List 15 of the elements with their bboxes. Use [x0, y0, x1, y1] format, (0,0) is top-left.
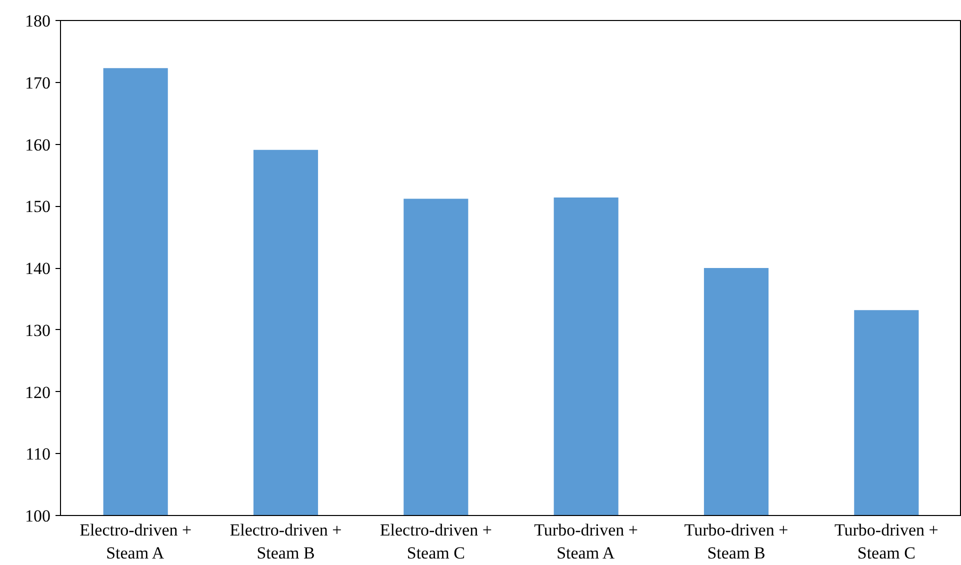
x-tick-label: Electro-driven + Steam B: [230, 520, 342, 562]
y-tick-label: 150: [25, 197, 50, 216]
y-tick-label: 160: [25, 135, 50, 154]
y-tick-label: 100: [25, 506, 50, 526]
x-tick-label: Electro-driven + Steam C: [380, 520, 492, 562]
y-tick-label: 110: [26, 444, 51, 464]
y-tick-label: 130: [25, 320, 50, 340]
x-tick-label: Turbo-driven + Steam B: [684, 520, 788, 562]
x-tick-label: Turbo-driven + Steam C: [834, 520, 938, 562]
x-tick-label: Electro-driven + Steam A: [80, 520, 192, 562]
y-tick-label: 120: [25, 382, 50, 402]
y-tick-label: 170: [25, 73, 50, 92]
y-tick-label: 180: [25, 12, 50, 30]
y-tick-label: 140: [25, 259, 50, 278]
x-tick-label: Turbo-driven + Steam A: [534, 520, 638, 562]
